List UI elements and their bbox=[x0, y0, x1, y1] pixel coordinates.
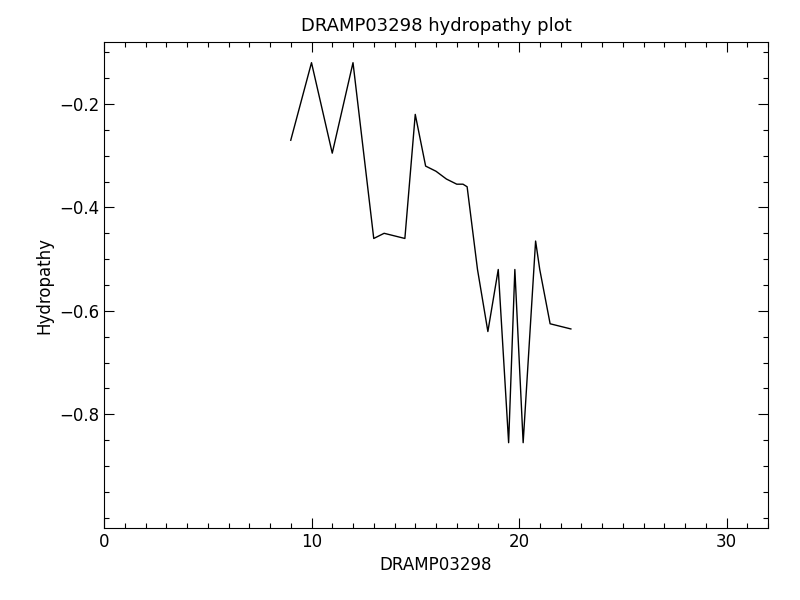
Title: DRAMP03298 hydropathy plot: DRAMP03298 hydropathy plot bbox=[301, 17, 571, 35]
X-axis label: DRAMP03298: DRAMP03298 bbox=[380, 556, 492, 574]
Y-axis label: Hydropathy: Hydropathy bbox=[35, 236, 54, 334]
